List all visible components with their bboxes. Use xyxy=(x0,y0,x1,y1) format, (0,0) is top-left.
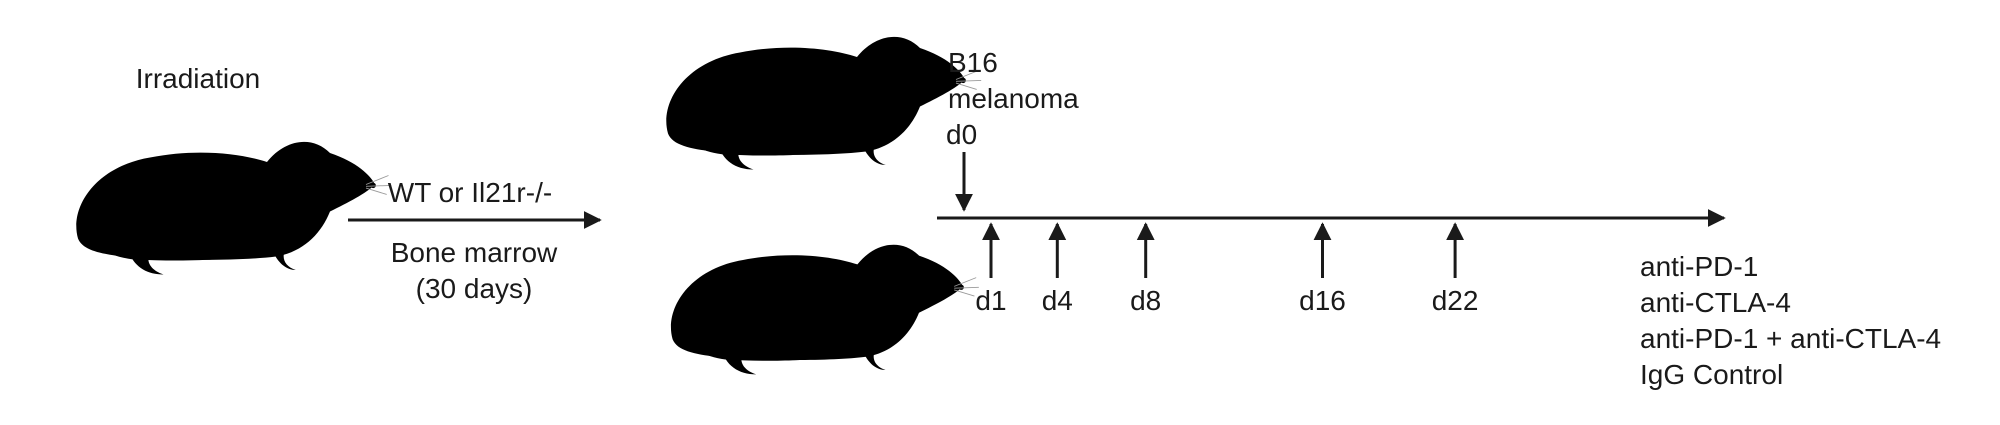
treatment-list: anti-PD-1 anti-CTLA-4 anti-PD-1 + anti-C… xyxy=(1640,251,1941,390)
tumor-day-label: d0 xyxy=(946,119,977,150)
treatment-item-combination: anti-PD-1 + anti-CTLA-4 xyxy=(1640,323,1941,354)
transfer-label-bone-marrow: Bone marrow xyxy=(391,237,558,268)
treatment-item-anti-ctla4: anti-CTLA-4 xyxy=(1640,287,1791,318)
transfer-label-duration: (30 days) xyxy=(416,273,533,304)
treatment-marks: d1 d4 d8 d16 d22 xyxy=(975,222,1479,316)
treatment-item-anti-pd1: anti-PD-1 xyxy=(1640,251,1758,282)
recipient-white-mouse-icon xyxy=(612,37,981,204)
irradiation-label: Irradiation xyxy=(136,63,261,94)
tumor-label-line2: melanoma xyxy=(948,83,1079,114)
recipient-brown-mouse-icon xyxy=(618,245,979,408)
irradiated-mouse-icon xyxy=(22,142,391,309)
treatment-day-label-d1: d1 xyxy=(975,285,1006,316)
treatment-day-label-d4: d4 xyxy=(1042,285,1073,316)
tumor-label-line1: B16 xyxy=(948,47,998,78)
treatment-day-label-d22: d22 xyxy=(1432,285,1479,316)
treatment-day-label-d8: d8 xyxy=(1130,285,1161,316)
transfer-label-genotype: WT or Il21r-/- xyxy=(388,177,552,208)
treatment-item-igg-control: IgG Control xyxy=(1640,359,1783,390)
treatment-day-label-d16: d16 xyxy=(1299,285,1346,316)
